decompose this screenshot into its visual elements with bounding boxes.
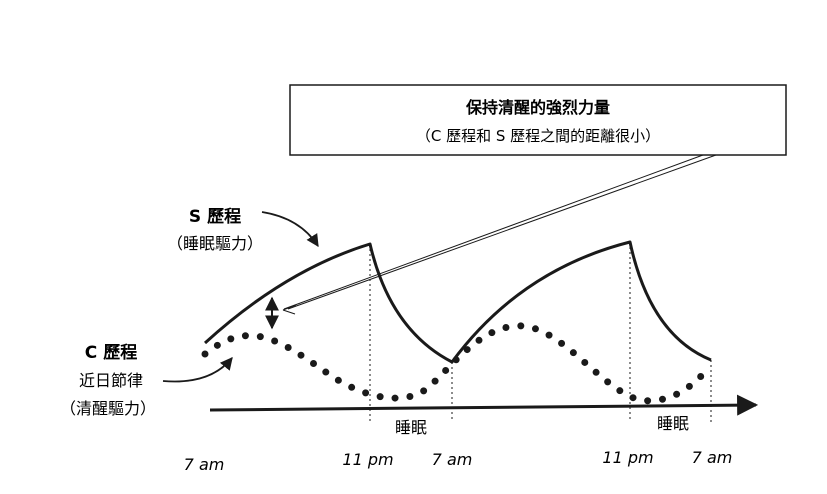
c-process-sublabel-rhythm: 近日節律 bbox=[79, 371, 143, 390]
time-label-7am-1: 7 am bbox=[184, 455, 225, 474]
s-process-pointer bbox=[261, 211, 319, 248]
sleep-label-1: 睡眠 bbox=[395, 418, 427, 437]
s-process-curve bbox=[203, 240, 712, 364]
time-label-11pm-2: 11 pm bbox=[602, 448, 653, 467]
s-process-label: S 歷程 bbox=[189, 207, 241, 227]
callout-subtitle: （C 歷程和 S 歷程之間的距離很小） bbox=[416, 127, 660, 145]
callout-pointer-arrow-upper bbox=[282, 304, 297, 311]
callout-frame bbox=[289, 84, 787, 156]
sleep-label-2: 睡眠 bbox=[657, 414, 689, 433]
c-process-label: C 歷程 bbox=[85, 343, 137, 363]
callout-pointer-inner bbox=[283, 154, 704, 310]
time-axis bbox=[209, 394, 759, 416]
callout-pointer-arrow-lower bbox=[282, 309, 296, 315]
c-process-pointer bbox=[162, 357, 233, 383]
callout-title: 保持清醒的強烈力量 bbox=[465, 98, 610, 117]
callout-pointer-outer bbox=[287, 154, 717, 310]
time-label-11pm-1: 11 pm bbox=[342, 450, 393, 469]
c-process-curve bbox=[201, 322, 712, 405]
time-label-7am-3: 7 am bbox=[692, 448, 733, 467]
time-guides bbox=[369, 242, 712, 422]
s-process-sublabel: （睡眠驅力） bbox=[167, 234, 263, 253]
time-label-7am-2: 7 am bbox=[432, 450, 473, 469]
callout-box: 保持清醒的強烈力量 （C 歷程和 S 歷程之間的距離很小） bbox=[289, 84, 787, 156]
c-process-sublabel-drive: （清醒驅力） bbox=[60, 399, 156, 418]
